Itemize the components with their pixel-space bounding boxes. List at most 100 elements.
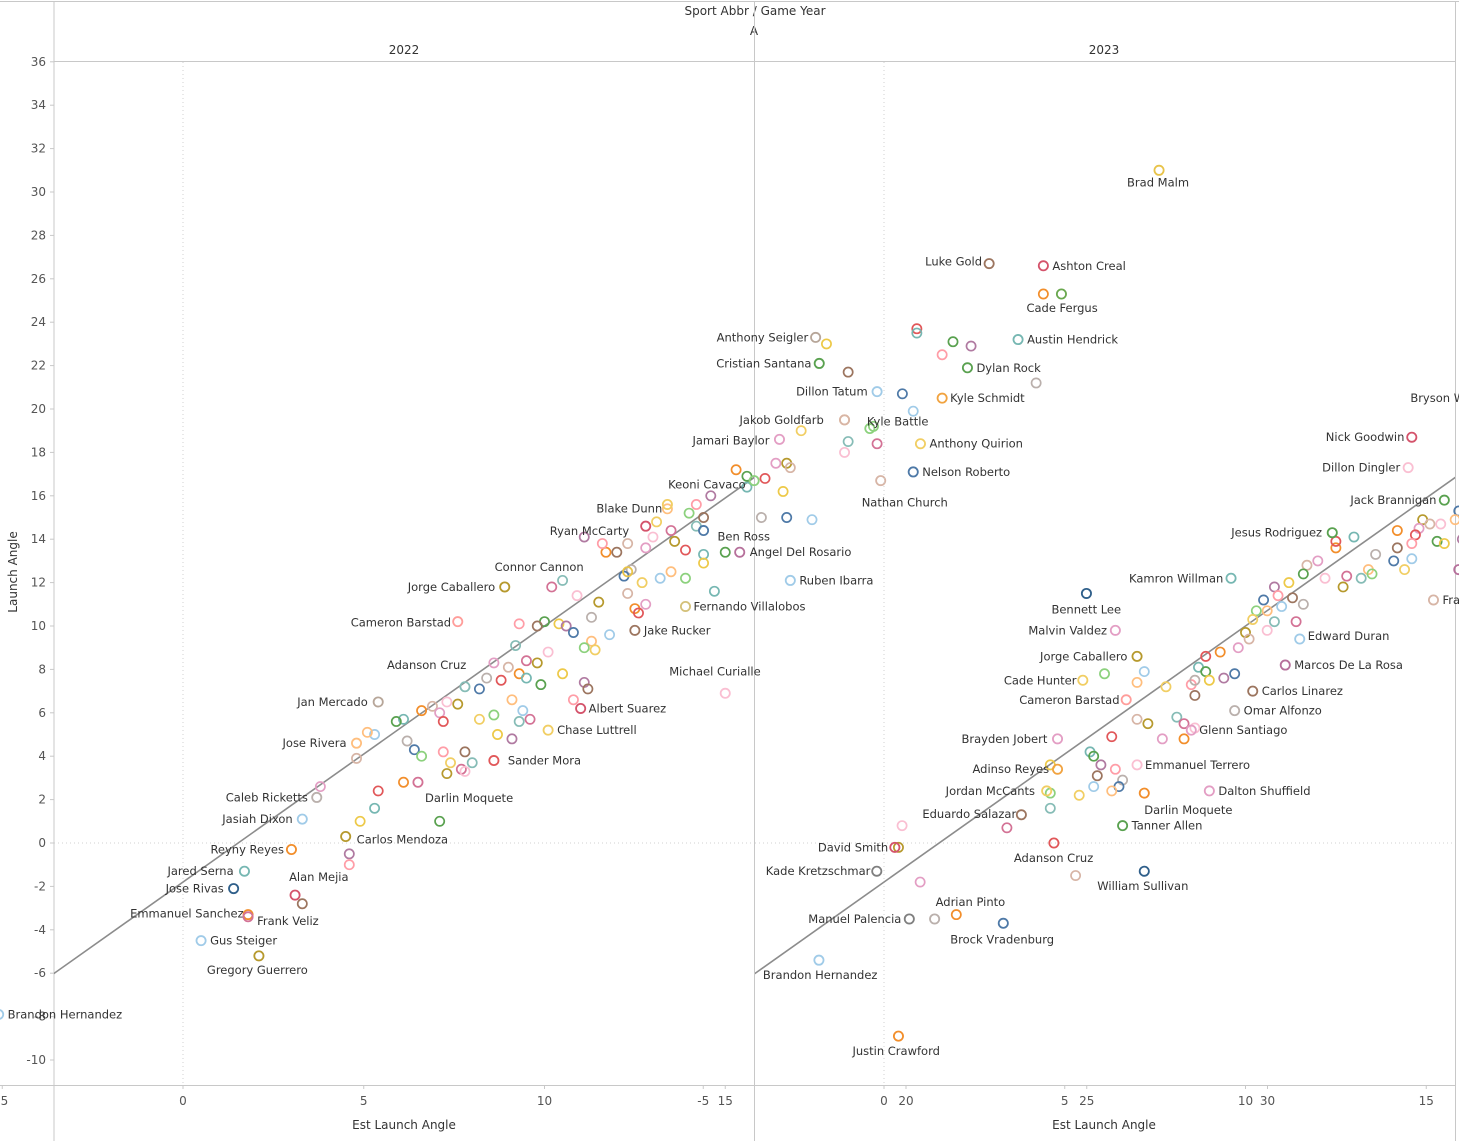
data-point-labeled <box>679 600 691 612</box>
data-point-labeled <box>1247 685 1259 697</box>
point-label: Carlos Linarez <box>1262 684 1343 698</box>
data-point <box>578 642 590 654</box>
data-point <box>510 640 522 651</box>
data-point-labeled <box>813 357 825 369</box>
y-tick-label: 2 <box>38 793 46 807</box>
data-point <box>1297 568 1309 580</box>
data-point <box>842 436 854 447</box>
data-point-labeled <box>1294 633 1306 645</box>
data-point <box>1456 534 1459 544</box>
point-label: Chase Luttrell <box>557 723 637 737</box>
data-point <box>1272 590 1284 602</box>
y-tick-label: -10 <box>26 1053 46 1067</box>
data-point <box>542 646 554 658</box>
x-axis-title-2022: Est Launch Angle <box>352 1118 456 1132</box>
data-point <box>669 535 681 547</box>
data-point <box>1044 802 1056 814</box>
data-point-labeled <box>1041 785 1053 797</box>
data-point-labeled <box>1225 572 1237 584</box>
point-label: Luke Gold <box>925 255 982 269</box>
point-label: Ruben Ibarra <box>799 573 873 587</box>
x-tick-label: 10 <box>537 1094 552 1108</box>
data-point-labeled <box>1326 527 1338 539</box>
data-point <box>665 566 677 578</box>
data-point <box>911 323 923 335</box>
panel-2022-label: 2022 <box>389 43 420 57</box>
data-point-labeled <box>907 466 919 478</box>
data-point <box>1261 624 1273 636</box>
data-point <box>1156 733 1168 745</box>
point-label: Brock Vradenburg <box>950 932 1054 946</box>
data-point <box>452 698 464 710</box>
data-point-labeled <box>864 423 876 435</box>
point-label: William Sullivan <box>1097 879 1188 893</box>
data-point <box>1312 555 1324 567</box>
point-label: Kyle Schmidt <box>950 391 1025 405</box>
point-label: Jorge Caballero <box>407 580 495 594</box>
point-label: Anthony Quirion <box>929 437 1023 451</box>
data-point <box>1391 525 1403 536</box>
data-point-labeled <box>889 841 901 853</box>
y-tick-label: 20 <box>31 402 46 416</box>
data-point <box>600 546 612 558</box>
data-point-labeled <box>813 954 825 966</box>
point-label: Ryan McCarty <box>550 524 630 538</box>
data-point <box>1283 577 1295 589</box>
data-point <box>1348 531 1360 543</box>
data-point <box>1229 668 1241 680</box>
y-tick-label: 14 <box>31 532 46 546</box>
data-point-labeled <box>936 392 948 404</box>
data-point-labeled <box>1015 809 1027 821</box>
point-label: Nick Goodwin <box>1326 430 1405 444</box>
data-point <box>1297 598 1309 610</box>
point-label: Fernando Villalobos <box>693 599 805 613</box>
data-point <box>1109 763 1121 775</box>
data-point <box>611 546 623 558</box>
data-point <box>708 585 720 597</box>
data-point <box>567 627 579 638</box>
point-label: Francisco Acuna <box>1442 593 1459 607</box>
data-point <box>506 694 518 706</box>
data-point <box>488 657 500 669</box>
point-label: Bennett Lee <box>1051 602 1121 616</box>
point-label: Ashton Creal <box>1052 259 1125 273</box>
data-point <box>661 503 673 515</box>
data-point <box>488 709 500 721</box>
data-point <box>622 538 634 549</box>
data-point <box>741 481 753 493</box>
data-point <box>1355 572 1367 584</box>
data-point <box>1287 592 1298 604</box>
data-point <box>893 841 904 853</box>
point-label: Justin Crawford <box>851 1044 939 1058</box>
x-tick-label: -5 <box>0 1094 8 1108</box>
data-point-labeled <box>1109 624 1121 636</box>
point-label: Austin Hendrick <box>1027 333 1118 347</box>
data-point-labeled <box>810 331 822 343</box>
data-point <box>343 848 355 860</box>
data-point <box>586 611 597 623</box>
data-point-labeled <box>1203 785 1215 797</box>
data-point <box>1258 594 1270 606</box>
data-point <box>839 446 850 458</box>
point-label: Dylan Rock <box>976 361 1041 375</box>
data-point <box>1276 601 1288 612</box>
point-label: Dillon Dingler <box>1322 461 1400 475</box>
data-point <box>1189 689 1201 701</box>
data-point <box>466 757 478 769</box>
y-tick-label: 26 <box>31 272 46 286</box>
point-label: Brandon Hernandez <box>763 968 878 982</box>
point-label: Frank Veliz <box>257 914 319 928</box>
data-point <box>950 909 962 921</box>
data-point-labeled <box>311 791 323 803</box>
x-tick-label: 25 <box>1079 1094 1094 1108</box>
data-point-labeled <box>238 865 250 877</box>
data-point <box>520 672 532 684</box>
point-label: Dalton Shuffield <box>1218 784 1310 798</box>
x-tick-label: -5 <box>697 1094 709 1108</box>
point-label: Keoni Cavaco <box>668 478 746 492</box>
point-label: Alan Mejia <box>289 870 349 884</box>
data-point <box>698 512 710 523</box>
data-point-labeled <box>661 498 673 510</box>
